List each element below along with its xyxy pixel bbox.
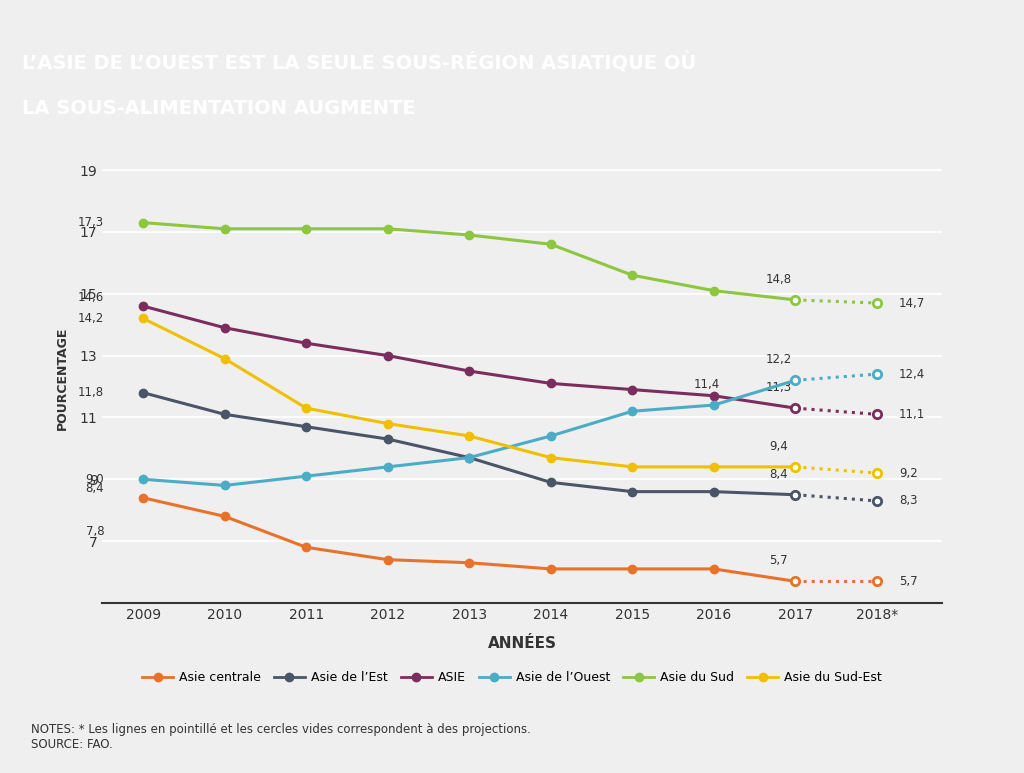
Text: 14,8: 14,8 [766,273,792,286]
Text: 11,1: 11,1 [899,408,926,421]
Text: 11,3: 11,3 [766,381,792,394]
Y-axis label: POURCENTAGE: POURCENTAGE [55,327,69,431]
Text: 14,7: 14,7 [899,297,926,309]
Text: 5,7: 5,7 [899,575,918,587]
Text: SOURCE: FAO.: SOURCE: FAO. [31,738,113,751]
Text: 8,4: 8,4 [769,468,788,481]
Text: LA SOUS-ALIMENTATION AUGMENTE: LA SOUS-ALIMENTATION AUGMENTE [23,99,416,118]
Text: 7,8: 7,8 [86,525,104,538]
Text: 9,0: 9,0 [86,473,104,485]
Text: 12,4: 12,4 [899,368,926,380]
Text: 11,8: 11,8 [78,386,104,399]
Text: 8,3: 8,3 [899,495,918,507]
Text: L’ASIE DE L’OUEST EST LA SEULE SOUS-RÉGION ASIATIQUE OÙ: L’ASIE DE L’OUEST EST LA SEULE SOUS-RÉGI… [23,52,696,73]
Text: 11,4: 11,4 [693,378,720,391]
Text: NOTES: * Les lignes en pointillé et les cercles vides correspondent à des projec: NOTES: * Les lignes en pointillé et les … [31,723,530,736]
Text: 9,2: 9,2 [899,467,918,479]
Legend: Asie centrale, Asie de l’Est, ASIE, Asie de l’Ouest, Asie du Sud, Asie du Sud-Es: Asie centrale, Asie de l’Est, ASIE, Asie… [137,666,887,690]
Text: 8,4: 8,4 [86,482,104,495]
Text: 9,4: 9,4 [769,440,788,453]
Text: 14,6: 14,6 [78,291,104,305]
Text: 14,2: 14,2 [78,312,104,325]
Text: 5,7: 5,7 [769,554,788,567]
Text: 17,3: 17,3 [78,216,104,229]
Text: 12,2: 12,2 [766,353,792,366]
X-axis label: ANNÉES: ANNÉES [487,635,557,651]
